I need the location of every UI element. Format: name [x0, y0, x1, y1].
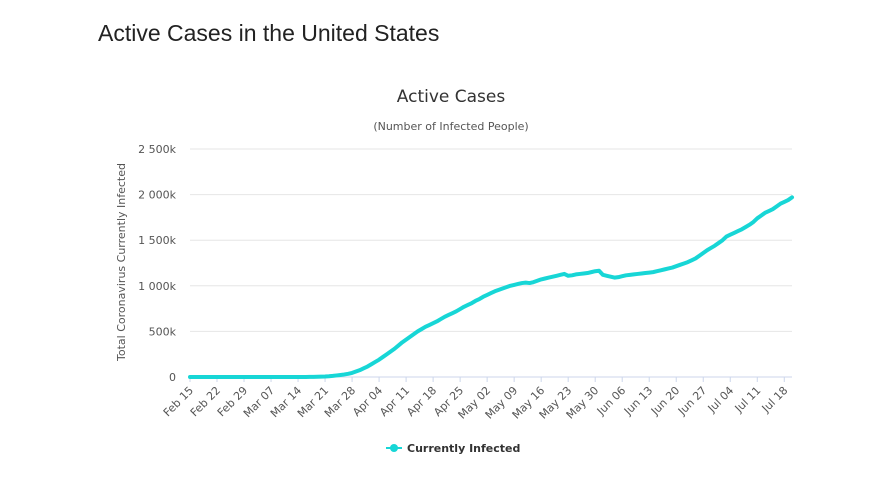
x-tick-label: Jun 20 [648, 384, 682, 418]
x-tick-label: Jun 27 [675, 384, 709, 418]
page-title: Active Cases in the United States [98, 20, 440, 46]
y-tick-label: 0 [169, 371, 176, 384]
y-axis-title: Total Coronavirus Currently Infected [115, 163, 128, 362]
y-tick-label: 1 500k [138, 234, 176, 247]
chart-title: Active Cases [397, 87, 506, 107]
y-axis-ticks: 0 500k 1 000k 1 500k 2 000k 2 500k [138, 143, 176, 384]
y-tick-label: 1 000k [138, 280, 176, 293]
y-tick-label: 2 000k [138, 189, 176, 202]
legend-marker [390, 444, 398, 452]
series-line-currently-infected[interactable] [188, 195, 794, 379]
y-tick-label: 500k [149, 325, 177, 338]
grid-lines [190, 148, 792, 332]
legend-label: Currently Infected [407, 442, 520, 455]
x-tick-label: Jul 04 [705, 384, 737, 416]
y-tick-label: 2 500k [138, 143, 176, 156]
x-tick-label: Jun 13 [621, 384, 655, 418]
x-tick-label: Jun 06 [594, 384, 628, 418]
series-layer [188, 195, 794, 379]
legend[interactable]: Currently Infected [386, 442, 520, 455]
chart-subtitle: (Number of Infected People) [373, 120, 528, 133]
x-tick-label: Jul 11 [732, 384, 764, 416]
x-tick-label: Jul 18 [759, 384, 791, 416]
